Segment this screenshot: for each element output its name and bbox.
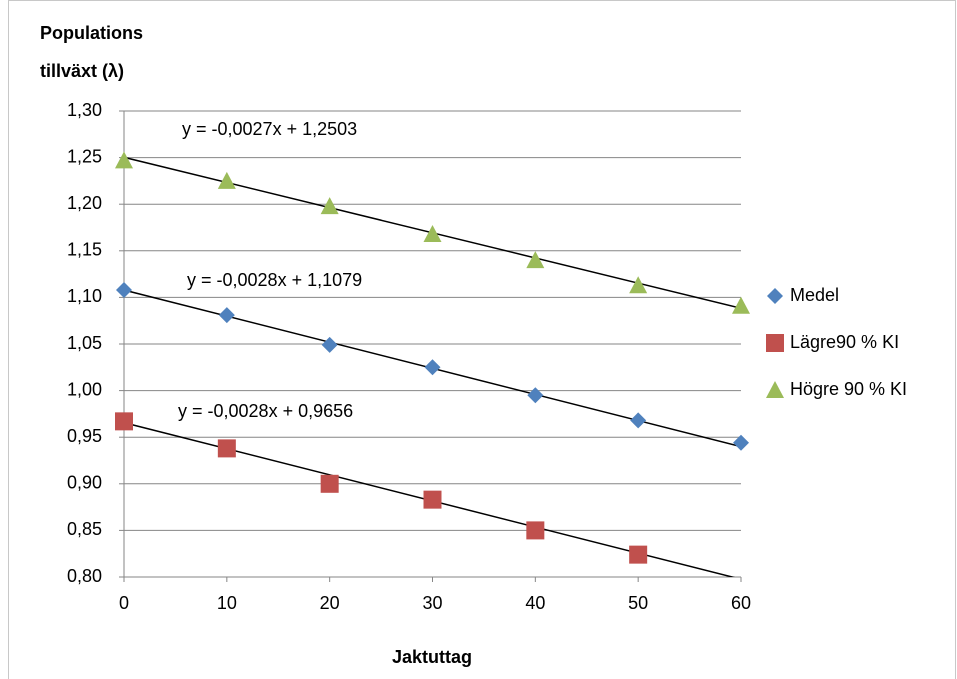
marker [321, 336, 338, 353]
y-tick-label: 1,10 [67, 286, 102, 306]
y-tick-label: 1,00 [67, 379, 102, 399]
marker [115, 151, 133, 169]
x-tick-label: 30 [422, 593, 442, 613]
chart-border [8, 0, 956, 679]
x-axis-label: Jaktuttag [392, 647, 472, 667]
y-tick-label: 1,05 [67, 333, 102, 353]
y-tick-label: 0,90 [67, 473, 102, 493]
x-tick-label: 20 [320, 593, 340, 613]
marker [630, 412, 647, 429]
x-tick-label: 10 [217, 593, 237, 613]
marker [116, 281, 132, 298]
legend-label: Lägre90 % KI [790, 332, 899, 352]
marker [115, 412, 133, 431]
legend-label: Högre 90 % KI [790, 379, 907, 399]
y-tick-label: 1,30 [67, 100, 102, 120]
y-tick-label: 1,15 [67, 240, 102, 260]
legend-label: Medel [790, 285, 839, 305]
y-tick-label: 0,80 [67, 566, 102, 586]
trendline-label: y = -0,0027x + 1,2503 [182, 119, 357, 139]
y-tick-label: 1,20 [67, 193, 102, 213]
y-tick-label: 0,85 [67, 519, 102, 539]
y-tick-label: 1,25 [67, 146, 102, 166]
marker [320, 474, 339, 493]
marker [629, 276, 648, 294]
marker [526, 521, 545, 540]
marker [527, 387, 544, 404]
y-tick-label: 0,95 [67, 426, 102, 446]
marker [424, 359, 441, 376]
marker [733, 434, 749, 451]
legend-marker [766, 334, 784, 352]
marker [526, 251, 545, 269]
legend-marker [767, 288, 783, 304]
marker [423, 490, 442, 509]
x-tick-label: 0 [119, 593, 129, 613]
marker [732, 296, 750, 314]
trendline-label: y = -0,0028x + 0,9656 [178, 401, 353, 421]
marker [423, 225, 442, 243]
y-axis-label: tillväxt (λ) [40, 61, 124, 81]
marker [217, 439, 236, 458]
marker [217, 171, 236, 189]
marker [629, 545, 648, 564]
trendline-label: y = -0,0028x + 1,1079 [187, 270, 362, 290]
x-tick-label: 50 [628, 593, 648, 613]
x-tick-label: 40 [525, 593, 545, 613]
legend-marker [766, 381, 784, 398]
y-axis-label: Populations [40, 23, 143, 43]
marker [320, 197, 339, 215]
marker [218, 307, 235, 324]
x-tick-label: 60 [731, 593, 751, 613]
